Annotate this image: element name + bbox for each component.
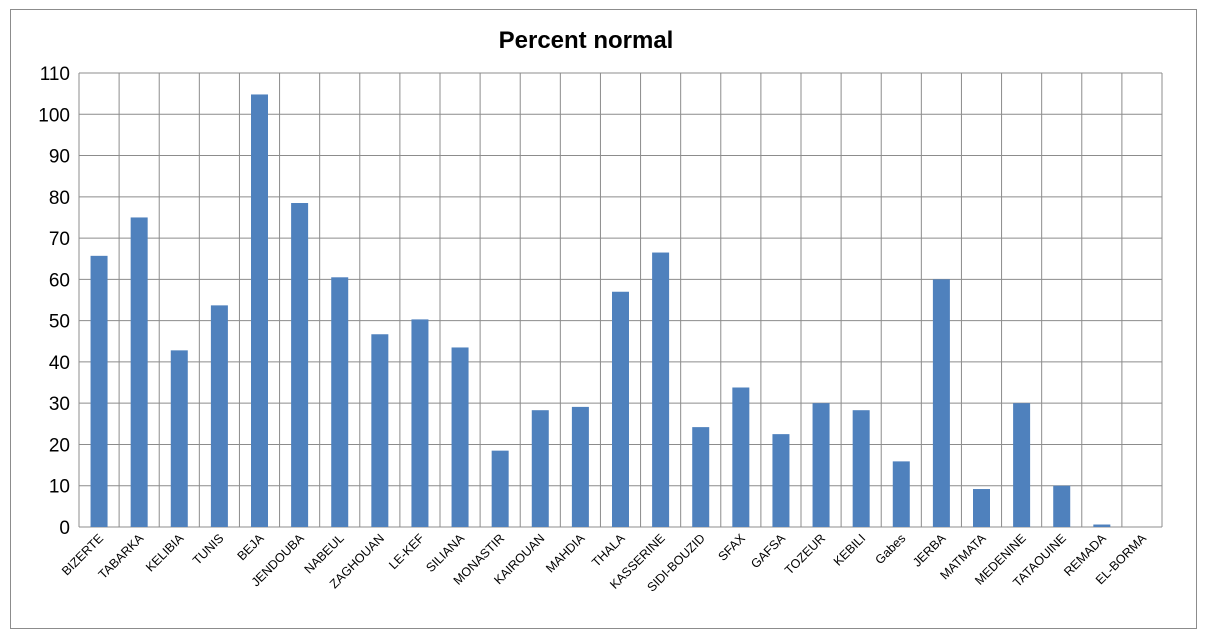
x-tick-label: KEBILI xyxy=(831,531,868,568)
bar-tataouine xyxy=(1053,485,1071,527)
y-tick-label: 30 xyxy=(49,394,70,415)
x-tick-label: TUNIS xyxy=(190,531,226,567)
bar-gabes xyxy=(892,461,910,527)
chart-title: Percent normal xyxy=(499,27,674,54)
y-tick-label: 60 xyxy=(49,270,70,291)
bar-beja xyxy=(251,94,268,527)
x-tick-label: Gabes xyxy=(872,531,908,567)
bar-thala xyxy=(612,291,629,527)
bar-bizerte xyxy=(90,255,108,527)
bar-kelibia xyxy=(170,350,188,527)
bar-tunis xyxy=(210,305,228,527)
bar-jendouba xyxy=(291,203,309,527)
bar-remada xyxy=(1093,524,1111,527)
y-tick-label: 70 xyxy=(49,229,70,250)
y-tick-label: 80 xyxy=(49,188,70,209)
x-tick-label: JERBA xyxy=(910,531,949,570)
bar-monastir xyxy=(491,450,509,527)
x-tick-label: MAHDIA xyxy=(543,531,588,576)
x-tick-label: TOZEUR xyxy=(782,531,828,577)
bar-kairouan xyxy=(531,410,549,527)
y-tick-label: 110 xyxy=(40,64,70,85)
y-tick-label: 10 xyxy=(49,477,70,498)
bar-matmata xyxy=(973,489,990,527)
x-tick-label: KELIBIA xyxy=(143,531,187,575)
bar-zaghouan xyxy=(371,334,389,527)
y-tick-label: 100 xyxy=(38,105,70,126)
bar-nabeul xyxy=(331,277,349,527)
x-tick-label: SFAX xyxy=(715,531,748,564)
bar-kebili xyxy=(852,410,870,527)
bar-sfax xyxy=(732,387,750,527)
chart-frame xyxy=(10,9,1197,629)
bar-le-kef xyxy=(411,319,429,527)
bar-siliana xyxy=(451,347,469,527)
y-tick-label: 50 xyxy=(49,312,70,333)
y-tick-label: 40 xyxy=(49,353,70,374)
bar-tabarka xyxy=(130,217,148,528)
x-tick-label: GAFSA xyxy=(748,531,788,571)
y-tick-label: 90 xyxy=(49,147,70,168)
bar-gafsa xyxy=(772,434,790,527)
y-tick-label: 20 xyxy=(49,435,70,456)
x-tick-label: THALA xyxy=(589,531,628,570)
x-tick-label: LE-KEF xyxy=(386,531,427,572)
bar-mahdia xyxy=(571,406,589,527)
bar-tozeur xyxy=(812,403,830,527)
bar-sidi-bouzid xyxy=(692,427,710,527)
y-tick-label: 0 xyxy=(59,518,70,539)
x-tick-label: BEJA xyxy=(235,531,267,563)
bar-jerba xyxy=(932,279,950,527)
bar-kasserine xyxy=(652,252,670,527)
bar-medenine xyxy=(1013,403,1031,527)
